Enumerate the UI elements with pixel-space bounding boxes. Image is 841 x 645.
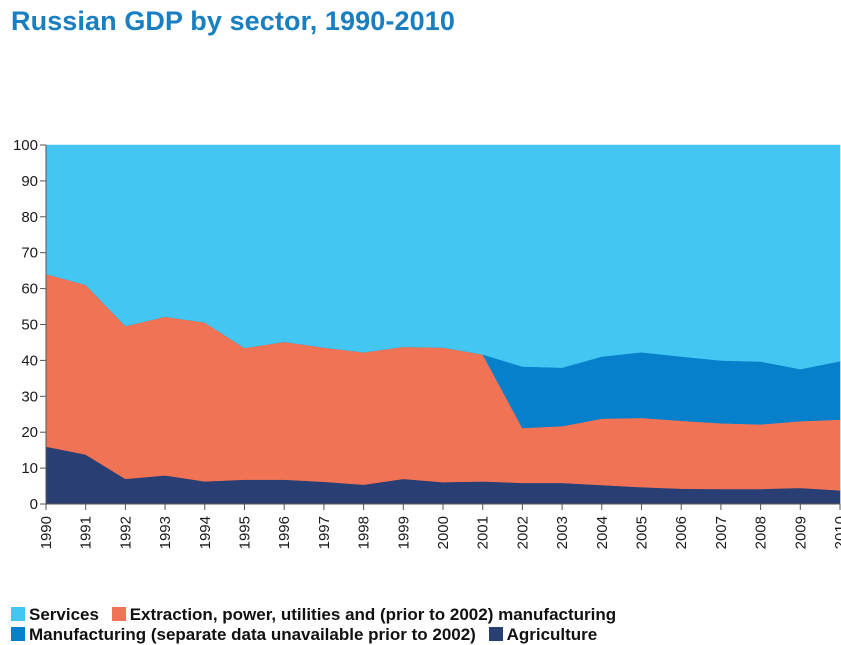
- legend: Services Extraction, power, utilities an…: [11, 605, 841, 645]
- legend-label-extraction: Extraction, power, utilities and (prior …: [129, 605, 617, 624]
- x-tick-label: 1992: [117, 516, 134, 549]
- x-tick-label: 1991: [78, 516, 95, 549]
- legend-row-2: Manufacturing (separate data unavailable…: [11, 625, 841, 645]
- x-tick-label: 2001: [475, 516, 492, 549]
- x-tick-label: 2007: [713, 516, 730, 549]
- legend-label-manufacturing: Manufacturing (separate data unavailable…: [29, 625, 476, 644]
- x-tick-label: 2010: [832, 516, 841, 549]
- x-tick-label: 2008: [753, 516, 770, 549]
- x-tick-label: 1995: [237, 516, 254, 549]
- legend-row-1: Services Extraction, power, utilities an…: [11, 605, 841, 625]
- x-tick-label: 1998: [356, 516, 373, 549]
- x-tick-label: 1996: [276, 516, 293, 549]
- x-tick-label: 1999: [395, 516, 412, 549]
- x-tick-label: 1993: [157, 516, 174, 549]
- y-tick-label: 90: [21, 173, 38, 190]
- legend-item-services: Services: [11, 605, 99, 624]
- y-tick-label: 20: [21, 424, 38, 441]
- axes: 0 10 20 30 40 50 60 70 80 90 100 1990 1991 1992 1993 19…: [13, 137, 841, 549]
- legend-swatch-agriculture: [488, 627, 503, 641]
- y-tick-label: 50: [21, 317, 38, 334]
- y-tick-label: 40: [21, 352, 38, 369]
- y-tick-label: 80: [21, 209, 38, 226]
- y-tick-label: 0: [30, 496, 38, 513]
- legend-label-services: Services: [29, 605, 99, 624]
- x-tick-label: 2009: [792, 516, 809, 549]
- stacked-area-chart: 0 10 20 30 40 50 60 70 80 90 100 1990 1991 1992 1993 19…: [13, 137, 841, 549]
- x-tick-label: 1990: [38, 516, 55, 549]
- legend-item-manufacturing: Manufacturing (separate data unavailable…: [11, 625, 476, 644]
- chart-title: Russian GDP by sector, 1990-2010: [11, 6, 455, 36]
- x-tick-label: 2000: [435, 516, 452, 549]
- y-tick-label: 70: [21, 245, 38, 262]
- x-tick-label: 2002: [514, 516, 531, 549]
- x-tick-label: 1997: [316, 516, 333, 549]
- x-tick-label: 1994: [197, 516, 214, 549]
- area-layer: [45, 144, 841, 505]
- x-tick-label: 2003: [554, 516, 571, 549]
- legend-label-agriculture: Agriculture: [506, 625, 598, 644]
- area-services: [45, 144, 841, 370]
- x-tick-label: 2004: [594, 516, 611, 549]
- x-tick-label: 2005: [634, 516, 651, 549]
- legend-swatch-extraction: [111, 607, 126, 621]
- y-tick-label: 100: [13, 137, 38, 154]
- y-tick-label: 60: [21, 281, 38, 298]
- legend-item-agriculture: Agriculture: [488, 625, 598, 644]
- x-tick-label: 2006: [673, 516, 690, 549]
- y-tick-label: 10: [21, 460, 38, 477]
- y-tick-label: 30: [21, 388, 38, 405]
- legend-swatch-services: [11, 607, 25, 621]
- legend-item-extraction: Extraction, power, utilities and (prior …: [111, 605, 617, 624]
- legend-swatch-manufacturing: [11, 627, 25, 641]
